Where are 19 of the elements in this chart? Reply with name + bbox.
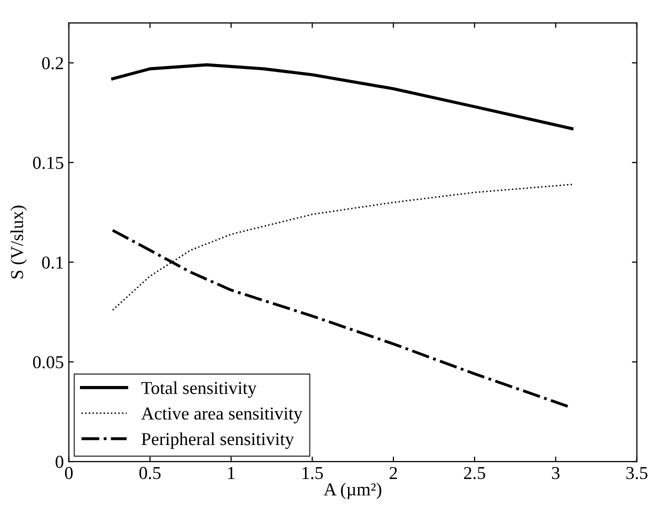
x-tick-label: 0 <box>65 466 73 480</box>
y-tick-label: 0 <box>56 456 64 468</box>
x-tick-label: 3 <box>552 466 560 480</box>
y-tick-label: 0.15 <box>33 156 64 170</box>
y-tick-label: 0.1 <box>42 256 63 269</box>
y-tick-label: 0.05 <box>33 356 64 368</box>
y-tick-label: 0.2 <box>42 57 63 70</box>
legend-label: Total sensitivity <box>141 381 257 398</box>
legend-label: Active area sensitivity <box>141 407 302 424</box>
x-tick-label: 0.5 <box>139 466 161 480</box>
x-tick-label: 1 <box>228 467 235 479</box>
legend-label: Peripheral sensitivity <box>142 432 294 449</box>
y-axis-title: S (V/slux) <box>10 206 27 278</box>
x-axis-title: A (µm²) <box>324 482 382 500</box>
x-tick-label: 1.5 <box>302 467 323 480</box>
x-tick-label: 2.5 <box>464 466 486 480</box>
x-tick-label: 3.5 <box>626 466 648 480</box>
x-tick-label: 2 <box>390 466 397 479</box>
line-series <box>111 63 574 130</box>
